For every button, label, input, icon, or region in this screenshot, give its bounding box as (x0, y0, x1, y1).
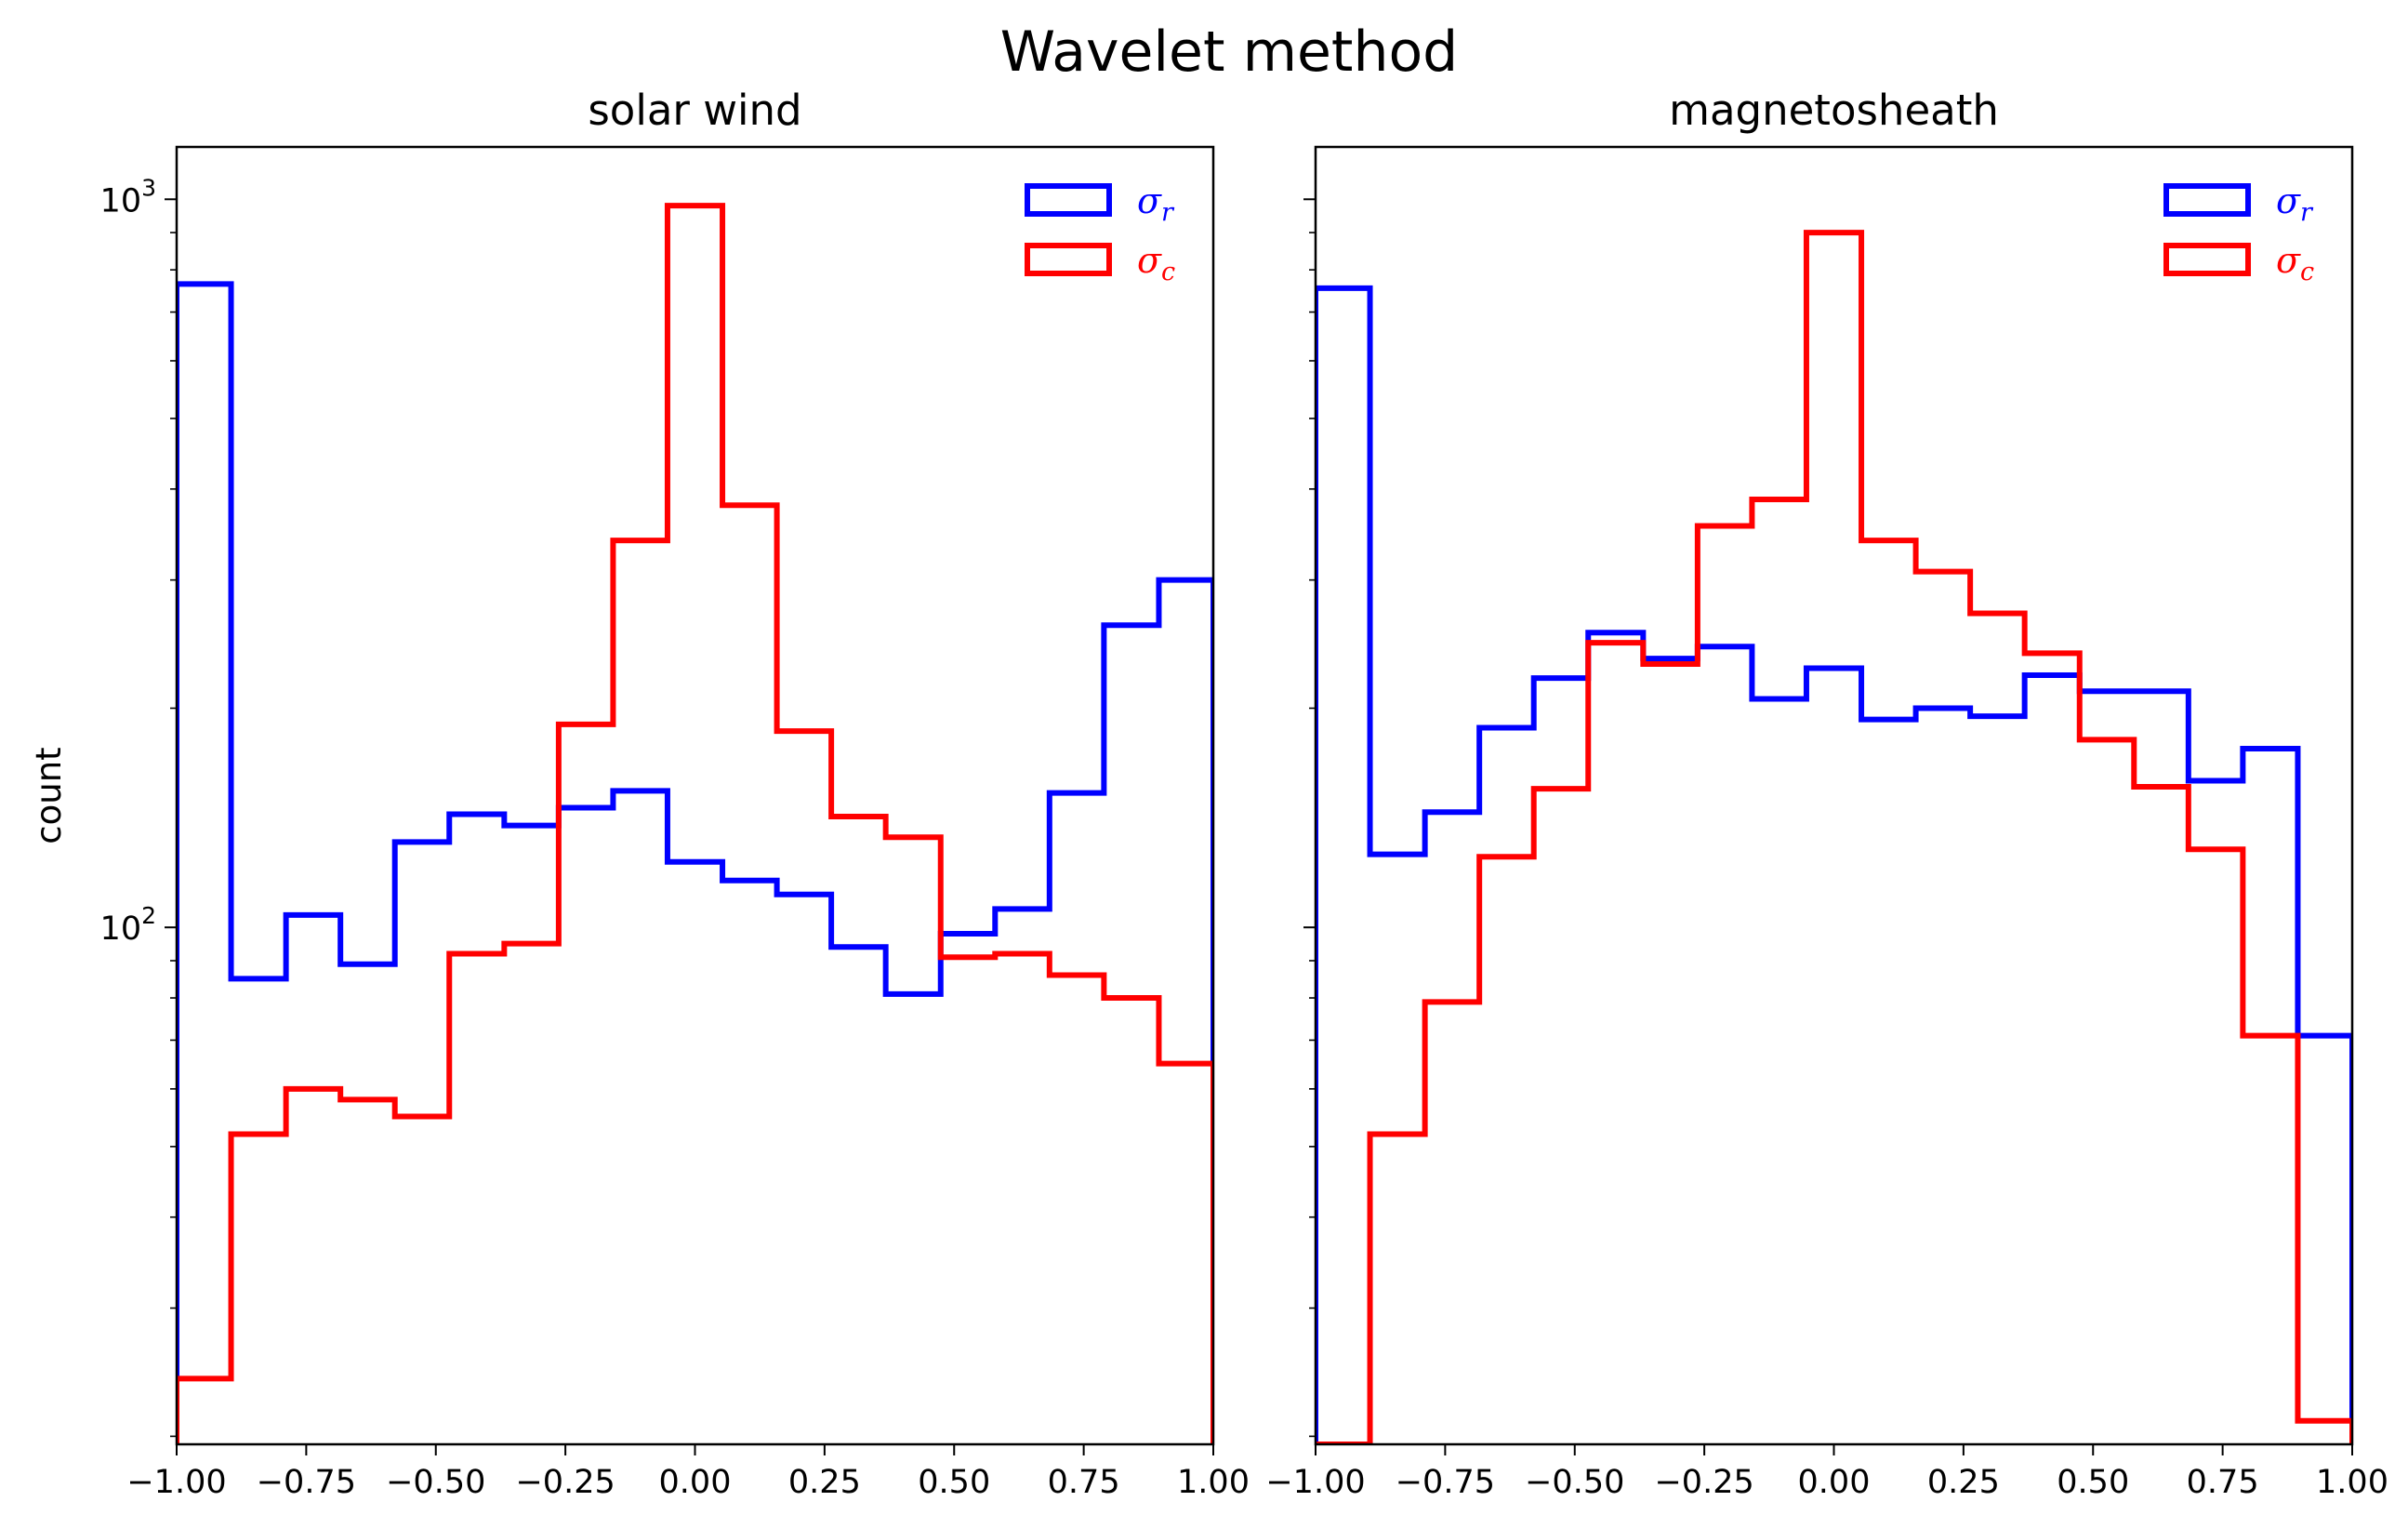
figure-title: Wavelet method (1000, 20, 1459, 85)
x-tick-label: −0.50 (1525, 1464, 1624, 1501)
x-tick-label: 0.00 (1798, 1464, 1871, 1501)
x-tick-label: 0.25 (1927, 1464, 2000, 1501)
x-tick-label: 1.00 (2316, 1464, 2388, 1501)
legend-swatch-c (2163, 243, 2251, 276)
legend-swatch-c (1025, 243, 1112, 276)
x-tick-label: 0.50 (918, 1464, 990, 1501)
series-c-step-line (177, 203, 1213, 1444)
x-tick-label: −0.50 (386, 1464, 485, 1501)
x-tick-label: −1.00 (1265, 1464, 1365, 1501)
panel-title: magnetosheath (1669, 86, 1999, 135)
x-tick-label: −0.25 (1654, 1464, 1753, 1501)
x-tick-label: −1.00 (126, 1464, 226, 1501)
legend-swatch-r (1025, 183, 1112, 217)
x-tick-label: −0.25 (515, 1464, 615, 1501)
series-c-step-line (1316, 230, 2352, 1444)
x-tick-label: 0.75 (2187, 1464, 2259, 1501)
y-axis-label: count (29, 747, 69, 844)
x-tick-label: −0.75 (257, 1464, 356, 1501)
series-r-step-line (1316, 285, 2352, 1444)
x-tick-label: 0.50 (2057, 1464, 2129, 1501)
x-tick-label: 0.25 (788, 1464, 861, 1501)
x-tick-label: 1.00 (1177, 1464, 1250, 1501)
x-tick-label: 0.00 (659, 1464, 732, 1501)
x-tick-label: −0.75 (1396, 1464, 1495, 1501)
panel-title: solar wind (588, 86, 801, 135)
series-r-step-line (177, 281, 1213, 1444)
legend-swatch-r (2163, 183, 2251, 217)
x-tick-label: 0.75 (1048, 1464, 1120, 1501)
legend-label-r: σr (1137, 180, 1175, 227)
